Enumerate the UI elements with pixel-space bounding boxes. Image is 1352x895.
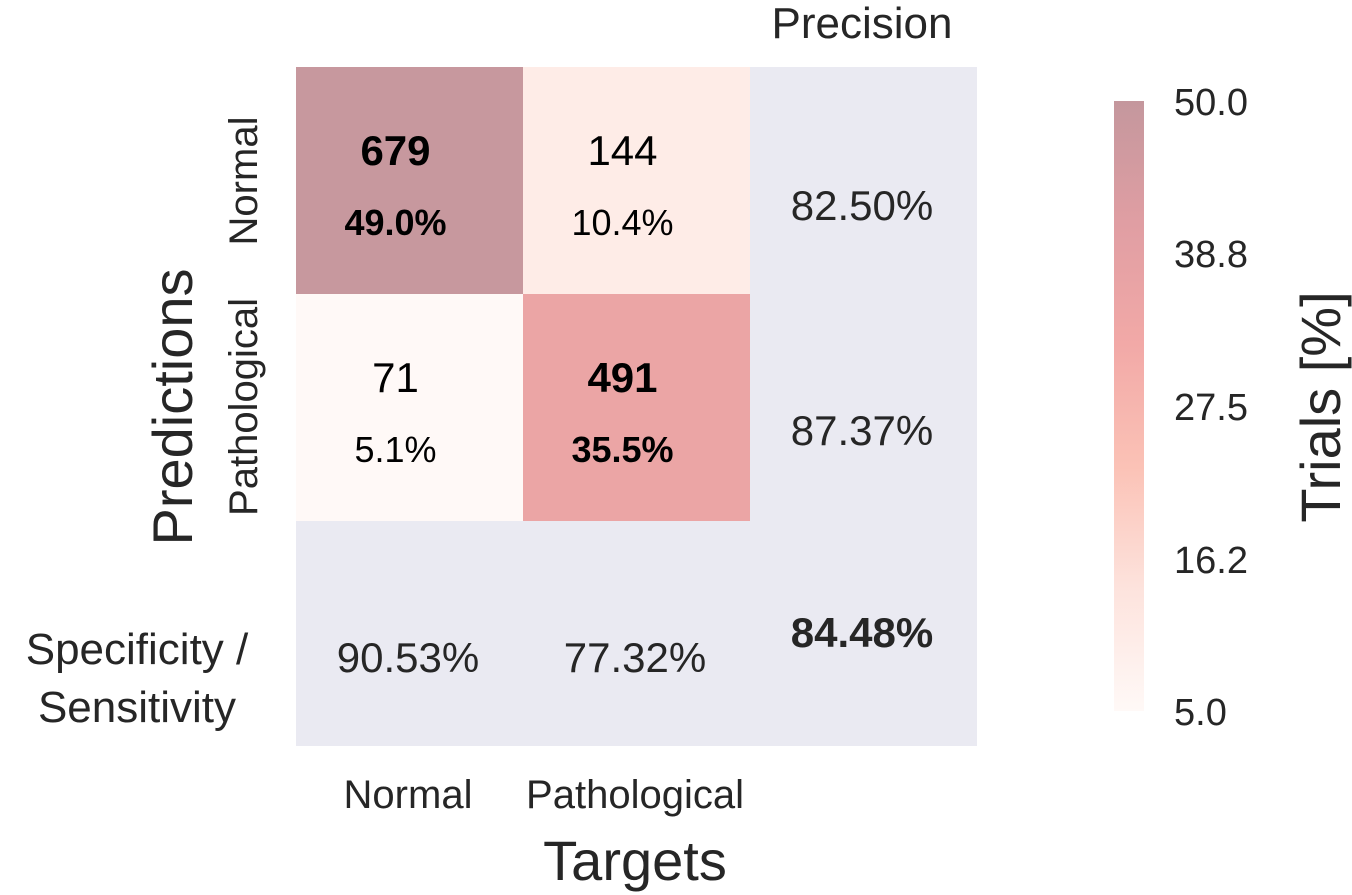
heatmap-cell-normal-normal [296,67,523,294]
cell-count-normal-normal: 679 [360,127,430,174]
colorbar-label: Trials [%] [1289,291,1352,522]
cell-count-normal-pathological: 144 [587,127,657,174]
cell-count-pathological-normal: 71 [372,354,419,401]
cell-percent-pathological-normal: 5.1% [354,429,436,470]
heatmap-cell-pathological-normal [296,294,523,521]
cell-percent-normal-normal: 49.0% [344,202,446,243]
colorbar [1114,101,1144,711]
y-tick-label-pathological: Pathological [222,298,266,516]
cell-percent-normal-pathological: 10.4% [571,202,673,243]
summary-row-label-line1: Specificity / [26,625,249,674]
x-tick-label-normal: Normal [344,773,473,817]
y-tick-label-normal: Normal [222,117,266,246]
x-axis-label: Targets [543,829,727,892]
cell-count-pathological-pathological: 491 [587,354,657,401]
summary-row-label-line2: Sensitivity [38,683,236,732]
sensitivity-value: 77.32% [564,634,706,681]
x-tick-label-pathological: Pathological [526,773,744,817]
precision-value-normal: 82.50% [791,182,933,229]
heatmap-cell-normal-pathological [523,67,750,294]
specificity-value: 90.53% [337,634,479,681]
cell-percent-pathological-pathological: 35.5% [571,429,673,470]
accuracy-value: 84.48% [791,609,933,656]
colorbar-tick-label: 38.8 [1174,234,1248,276]
colorbar-tick-label: 27.5 [1174,387,1248,429]
colorbar-tick-label: 5.0 [1174,692,1227,734]
heatmap-cell-pathological-pathological [523,294,750,521]
y-axis-label: Predictions [141,268,204,545]
colorbar-tick-label: 16.2 [1174,540,1248,582]
colorbar-tick-label: 50.0 [1174,82,1248,124]
precision-value-pathological: 87.37% [791,407,933,454]
precision-header: Precision [772,0,953,48]
